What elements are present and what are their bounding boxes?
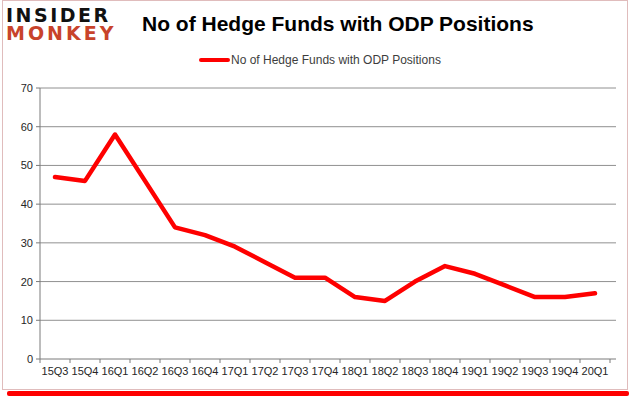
y-tick-label: 40: [21, 198, 33, 210]
x-tick-label: 19Q3: [522, 365, 549, 377]
x-tick-label: 18Q3: [402, 365, 429, 377]
x-tick-label: 15Q3: [42, 365, 69, 377]
x-tick-label: 19Q4: [552, 365, 579, 377]
x-tick-label: 18Q1: [342, 365, 369, 377]
x-tick-label: 16Q3: [162, 365, 189, 377]
hedge-fund-line-chart: 01020304050607015Q315Q416Q116Q216Q316Q41…: [0, 0, 635, 390]
x-tick-label: 17Q4: [312, 365, 339, 377]
x-tick-label: 16Q2: [132, 365, 159, 377]
x-tick-label: 17Q2: [252, 365, 279, 377]
x-tick-label: 16Q1: [102, 365, 129, 377]
x-tick-label: 18Q2: [372, 365, 399, 377]
y-tick-label: 10: [21, 314, 33, 326]
x-tick-label: 20Q1: [582, 365, 609, 377]
bottom-red-bar: [7, 391, 629, 396]
x-tick-label: 19Q1: [462, 365, 489, 377]
y-tick-label: 50: [21, 159, 33, 171]
series-line: [55, 135, 595, 301]
y-tick-label: 0: [27, 353, 33, 365]
y-tick-label: 30: [21, 237, 33, 249]
x-tick-label: 17Q3: [282, 365, 309, 377]
x-tick-label: 17Q1: [222, 365, 249, 377]
y-tick-label: 70: [21, 82, 33, 94]
y-tick-label: 60: [21, 121, 33, 133]
x-tick-label: 16Q4: [192, 365, 219, 377]
y-tick-label: 20: [21, 276, 33, 288]
x-tick-label: 19Q2: [492, 365, 519, 377]
x-tick-label: 15Q4: [72, 365, 99, 377]
x-tick-label: 18Q4: [432, 365, 459, 377]
